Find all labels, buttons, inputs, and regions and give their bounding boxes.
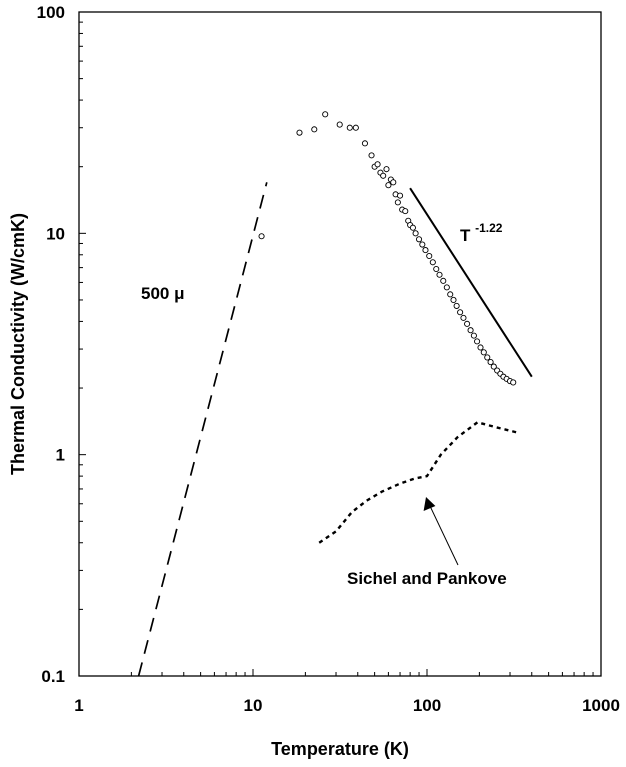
data-point (467, 327, 474, 334)
axis-ticks (78, 21, 594, 677)
data-point (457, 309, 464, 316)
data-point (346, 124, 353, 131)
data-point (429, 259, 436, 266)
data-point (487, 359, 494, 366)
data-point (385, 182, 392, 189)
data-point (453, 302, 460, 309)
data-point (352, 124, 359, 131)
y-tick-label: 1 (56, 446, 65, 465)
data-point (368, 152, 375, 159)
power-law-fit-line (409, 187, 533, 378)
data-point (443, 284, 450, 291)
annotation-power-law: T -1.22 (460, 221, 503, 245)
plot-frame (78, 11, 602, 677)
x-tick-label: 100 (413, 696, 441, 715)
data-point (422, 247, 429, 254)
x-tick-label: 1000 (582, 696, 620, 715)
dashed-500-micron-line (137, 182, 268, 677)
data-point (460, 314, 467, 321)
data-point (390, 179, 397, 186)
y-tick-label: 100 (37, 3, 65, 22)
data-point (311, 126, 318, 133)
data-point (412, 230, 419, 237)
data-point (477, 344, 484, 351)
data-point (426, 252, 433, 260)
data-point (383, 166, 390, 173)
data-point (490, 363, 497, 370)
data-point (447, 291, 454, 298)
x-tick-labels: 1 10 100 1000 (74, 696, 620, 715)
data-point (464, 320, 471, 327)
data-point (396, 192, 404, 199)
data-point (296, 129, 303, 136)
data-point (322, 111, 329, 118)
data-point (484, 354, 491, 361)
data-point (419, 241, 426, 248)
data-point (409, 224, 416, 231)
y-axis-label: Thermal Conductivity (W/cmK) (8, 213, 28, 475)
data-point (258, 233, 265, 240)
data-point (394, 199, 401, 206)
data-point (433, 265, 440, 273)
x-axis-label: Temperature (K) (271, 739, 409, 759)
data-point (450, 296, 457, 304)
data-point (440, 277, 447, 284)
data-point (380, 172, 387, 179)
sichel-pankove-dotted-line (318, 420, 518, 544)
data-point (361, 140, 369, 147)
data-point (436, 271, 443, 278)
y-tick-labels: 0.1 1 10 100 (37, 3, 65, 686)
data-point (374, 161, 381, 168)
data-point (336, 121, 343, 128)
data-point (480, 349, 487, 356)
data-point (474, 338, 481, 345)
annotation-sichel-pankove: Sichel and Pankove (347, 569, 507, 588)
data-point (402, 208, 409, 215)
x-tick-label: 1 (74, 696, 83, 715)
annotation-power-law-base: T (460, 226, 471, 245)
annotation-power-law-exponent: -1.22 (475, 221, 503, 235)
y-tick-label: 0.1 (41, 667, 65, 686)
data-point (415, 236, 423, 243)
x-tick-label: 10 (244, 696, 263, 715)
y-tick-label: 10 (46, 224, 65, 243)
annotation-500-micron: 500 μ (141, 284, 185, 303)
annotation-arrow (423, 497, 459, 566)
data-point (470, 332, 477, 339)
series-layer (137, 111, 533, 677)
data-point (510, 379, 517, 386)
